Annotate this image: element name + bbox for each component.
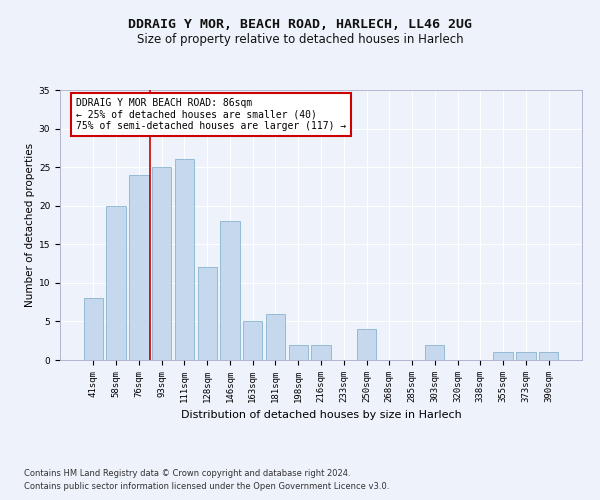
Text: DDRAIG Y MOR, BEACH ROAD, HARLECH, LL46 2UG: DDRAIG Y MOR, BEACH ROAD, HARLECH, LL46 …: [128, 18, 472, 30]
Bar: [106, 206, 126, 360]
Bar: [289, 344, 308, 360]
Text: DDRAIG Y MOR BEACH ROAD: 86sqm
← 25% of detached houses are smaller (40)
75% of : DDRAIG Y MOR BEACH ROAD: 86sqm ← 25% of …: [76, 98, 346, 132]
Text: Contains HM Land Registry data © Crown copyright and database right 2024.: Contains HM Land Registry data © Crown c…: [24, 468, 350, 477]
Bar: [220, 221, 239, 360]
Bar: [175, 160, 194, 360]
X-axis label: Distribution of detached houses by size in Harlech: Distribution of detached houses by size …: [181, 410, 461, 420]
Bar: [197, 268, 217, 360]
Text: Contains public sector information licensed under the Open Government Licence v3: Contains public sector information licen…: [24, 482, 389, 491]
Bar: [266, 314, 285, 360]
Bar: [516, 352, 536, 360]
Bar: [84, 298, 103, 360]
Bar: [243, 322, 262, 360]
Bar: [311, 344, 331, 360]
Bar: [357, 329, 376, 360]
Bar: [425, 344, 445, 360]
Y-axis label: Number of detached properties: Number of detached properties: [25, 143, 35, 307]
Bar: [152, 167, 172, 360]
Text: Size of property relative to detached houses in Harlech: Size of property relative to detached ho…: [137, 32, 463, 46]
Bar: [493, 352, 513, 360]
Bar: [539, 352, 558, 360]
Bar: [129, 175, 149, 360]
